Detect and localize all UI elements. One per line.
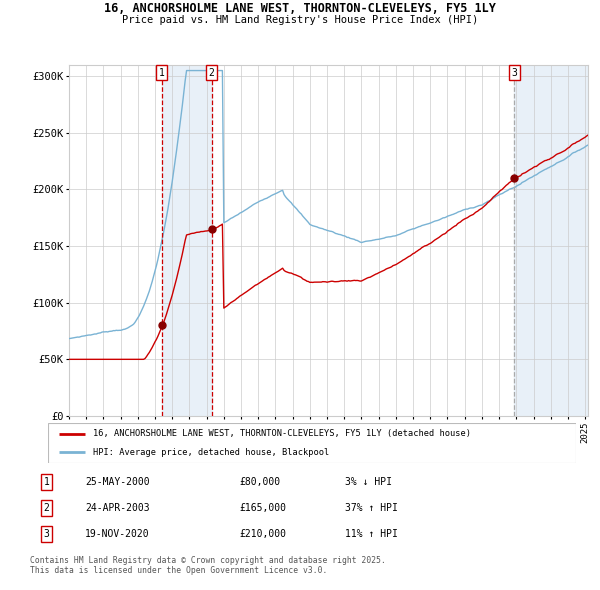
Bar bbox=[161, 65, 212, 416]
Text: 11% ↑ HPI: 11% ↑ HPI bbox=[344, 529, 398, 539]
Text: 16, ANCHORSHOLME LANE WEST, THORNTON-CLEVELEYS, FY5 1LY: 16, ANCHORSHOLME LANE WEST, THORNTON-CLE… bbox=[104, 2, 496, 15]
Text: 37% ↑ HPI: 37% ↑ HPI bbox=[344, 503, 398, 513]
Text: Price paid vs. HM Land Registry's House Price Index (HPI): Price paid vs. HM Land Registry's House … bbox=[122, 15, 478, 25]
Text: 2: 2 bbox=[209, 68, 215, 78]
Text: 2: 2 bbox=[44, 503, 49, 513]
Text: £165,000: £165,000 bbox=[240, 503, 287, 513]
Text: 16, ANCHORSHOLME LANE WEST, THORNTON-CLEVELEYS, FY5 1LY (detached house): 16, ANCHORSHOLME LANE WEST, THORNTON-CLE… bbox=[93, 430, 471, 438]
Bar bbox=[514, 65, 590, 416]
Text: 25-MAY-2000: 25-MAY-2000 bbox=[85, 477, 150, 487]
Text: 19-NOV-2020: 19-NOV-2020 bbox=[85, 529, 150, 539]
Text: 24-APR-2003: 24-APR-2003 bbox=[85, 503, 150, 513]
Text: 3% ↓ HPI: 3% ↓ HPI bbox=[344, 477, 392, 487]
Text: 1: 1 bbox=[44, 477, 49, 487]
Text: 1: 1 bbox=[158, 68, 164, 78]
Text: £210,000: £210,000 bbox=[240, 529, 287, 539]
Text: HPI: Average price, detached house, Blackpool: HPI: Average price, detached house, Blac… bbox=[93, 448, 329, 457]
Text: 3: 3 bbox=[511, 68, 517, 78]
Text: 3: 3 bbox=[44, 529, 49, 539]
Text: Contains HM Land Registry data © Crown copyright and database right 2025.
This d: Contains HM Land Registry data © Crown c… bbox=[30, 556, 386, 575]
Text: £80,000: £80,000 bbox=[240, 477, 281, 487]
